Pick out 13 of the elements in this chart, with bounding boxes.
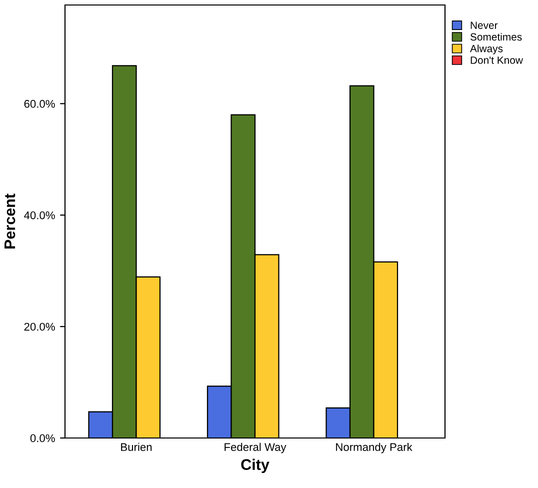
y-axis-title: Percent [4, 194, 16, 248]
x-tick-label: Federal Way [224, 442, 286, 454]
y-tick-label: 40.0% [24, 211, 55, 220]
y-tick-label: 20.0% [24, 322, 55, 331]
x-tick-label: Normandy Park [336, 442, 412, 454]
legend-label: Don't Know [470, 56, 523, 64]
x-axis-title: City [241, 458, 270, 474]
x-tick-label: Burien [121, 442, 152, 452]
legend-label: Never [470, 22, 498, 29]
legend-label: Sometimes [470, 32, 522, 41]
legend-label: Always [470, 44, 503, 54]
y-tick-label: 0.0% [30, 434, 55, 442]
y-tick-label: 60.0% [24, 100, 55, 108]
